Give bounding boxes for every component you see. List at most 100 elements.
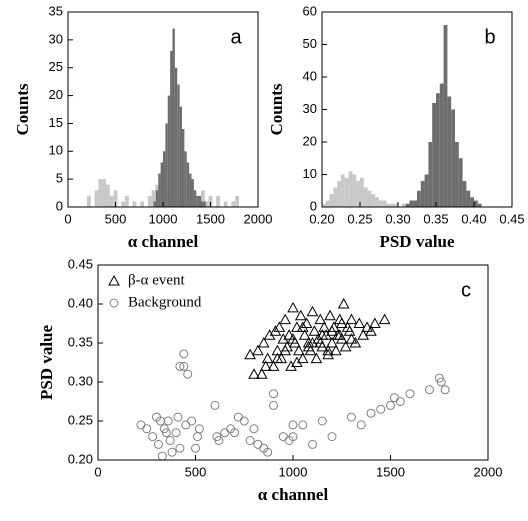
y-tick-label: 50 (303, 36, 317, 51)
circle-marker (263, 447, 273, 457)
x-tick-label: 2000 (244, 211, 273, 226)
histogram-bar (94, 190, 99, 207)
legend-marker (108, 274, 120, 286)
histogram-bar (102, 179, 106, 207)
histogram-bar (121, 201, 125, 207)
y-tick-label: 40 (303, 68, 317, 83)
triangle-marker (316, 329, 329, 340)
triangle-marker (310, 352, 323, 364)
triangle-marker (279, 313, 292, 325)
triangle-marker (273, 321, 286, 332)
histogram-bar (160, 162, 163, 207)
histogram-bar (163, 151, 166, 207)
triangle-marker (291, 321, 303, 332)
triangle-marker (293, 344, 305, 356)
circle-marker (220, 428, 230, 438)
y-axis-label: Counts (267, 83, 286, 135)
triangle-marker (365, 325, 377, 336)
circle-marker (366, 408, 376, 418)
x-tick-label: 500 (105, 211, 127, 226)
triangle-marker (306, 305, 319, 317)
x-tick-label: 1000 (279, 464, 308, 479)
histogram-bar (167, 95, 171, 207)
circle-marker (308, 439, 317, 449)
histogram-bar (375, 197, 379, 207)
triangle-marker (353, 317, 366, 328)
histogram-bar (153, 201, 156, 207)
triangle-marker (314, 336, 327, 348)
triangle-marker (279, 344, 292, 356)
triangle-marker (378, 313, 391, 325)
triangle-marker (257, 336, 270, 348)
circle-marker (233, 412, 243, 422)
x-tick-label: 0 (64, 211, 71, 226)
x-tick-label: 500 (185, 464, 207, 479)
y-tick-label: 30 (303, 101, 317, 116)
panel-letter: a (230, 26, 242, 48)
histogram-bar (352, 174, 357, 207)
triangle-marker (255, 368, 268, 379)
y-tick-label: 25 (49, 59, 63, 74)
histogram-bar (413, 200, 417, 207)
y-tick-label: 0.25 (68, 412, 93, 427)
histogram-bar (216, 195, 220, 207)
histogram-bar (386, 203, 391, 207)
y-tick-label: 30 (49, 31, 63, 46)
circle-marker (136, 420, 146, 430)
triangle-marker (259, 360, 272, 371)
circle-marker (347, 412, 356, 422)
triangle-marker (302, 340, 315, 352)
y-tick-label: 0.40 (68, 295, 93, 310)
legend-label: β-α event (128, 272, 186, 288)
x-tick-label: 0 (94, 464, 101, 479)
histogram-bar (329, 194, 334, 207)
triangle-marker (271, 352, 284, 364)
histogram-bar (390, 203, 395, 207)
circle-marker (181, 420, 191, 430)
histogram-bar (179, 106, 182, 207)
circle-marker (191, 443, 200, 453)
histogram-bar (443, 25, 448, 207)
circle-marker (163, 416, 173, 426)
panel-letter: b (484, 26, 495, 48)
histogram-bar (177, 84, 180, 207)
y-tick-label: 0.30 (68, 373, 93, 388)
circle-marker (317, 416, 327, 426)
circle-marker (436, 377, 446, 387)
triangle-marker (277, 333, 290, 344)
y-tick-label: 10 (303, 166, 317, 181)
histogram-bar (333, 187, 338, 207)
triangle-marker (337, 297, 350, 309)
histogram-bar (186, 162, 190, 207)
histogram-bar (405, 203, 410, 207)
histogram-bar (439, 83, 444, 207)
histogram-bar (165, 123, 168, 207)
circle-marker (171, 428, 181, 438)
triangle-marker (322, 344, 334, 356)
triangle-marker (252, 344, 264, 356)
circle-marker (269, 400, 278, 410)
histogram-bar (417, 190, 421, 207)
histogram-bar (394, 203, 398, 207)
panel-letter: c (461, 279, 471, 301)
circle-marker (249, 424, 259, 434)
y-tick-label: 0.20 (68, 451, 93, 466)
y-tick-label: 35 (49, 3, 63, 18)
histogram-bar (204, 201, 209, 207)
x-tick-label: 0.40 (461, 211, 486, 226)
x-tick-label: 1500 (376, 464, 405, 479)
histogram-bar (436, 93, 440, 207)
triangle-marker (296, 352, 309, 364)
triangle-marker (318, 321, 331, 332)
histogram-bar (455, 142, 459, 207)
histogram-bar (341, 174, 345, 207)
circle-marker (405, 389, 415, 399)
triangle-marker (339, 340, 352, 352)
circle-marker (214, 436, 224, 445)
histogram-bar (432, 103, 436, 207)
triangle-marker (345, 333, 358, 344)
histogram-bar (184, 151, 187, 207)
x-tick-label: 0.20 (309, 211, 334, 226)
x-axis-label: α channel (258, 485, 329, 504)
histogram-bar (360, 177, 364, 207)
